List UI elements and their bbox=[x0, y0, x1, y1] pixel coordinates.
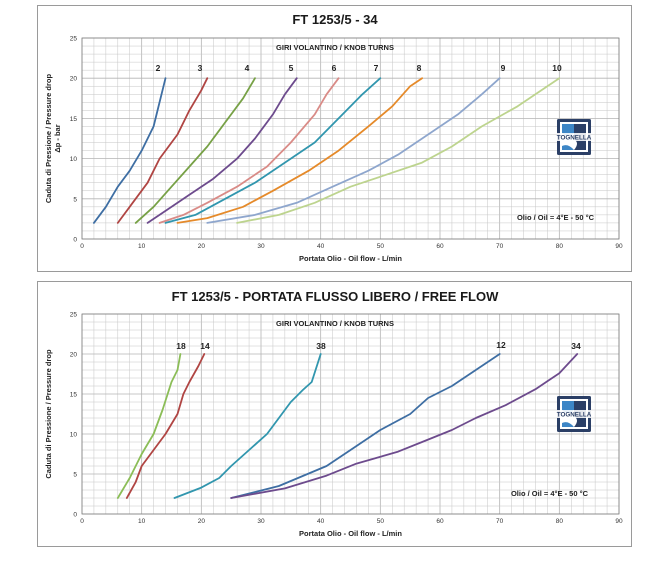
y-tick-label: 5 bbox=[73, 196, 77, 203]
x-tick-label: 40 bbox=[317, 243, 325, 250]
series-label-4: 4 bbox=[245, 63, 250, 73]
y-tick-label: 10 bbox=[70, 432, 78, 439]
y-tick-label: 10 bbox=[70, 156, 78, 163]
y-tick-label: 20 bbox=[70, 352, 78, 359]
series-line-4 bbox=[134, 77, 256, 224]
x-tick-label: 0 bbox=[80, 243, 84, 250]
series-label-6: 6 bbox=[332, 63, 337, 73]
y-axis-label: Δp - bar bbox=[53, 124, 62, 152]
y-tick-label: 15 bbox=[70, 116, 78, 123]
series-label-38: 38 bbox=[316, 341, 326, 351]
x-tick-label: 50 bbox=[377, 518, 385, 525]
oil-annotation: Olio / Oil = 4°E - 50 °C bbox=[517, 213, 595, 222]
knob-turns-subtitle: GIRI VOLANTINO / KNOB TURNS bbox=[276, 319, 394, 328]
x-tick-label: 10 bbox=[138, 243, 146, 250]
series-line-18 bbox=[116, 353, 182, 499]
logo-mark bbox=[562, 145, 574, 150]
logo-band bbox=[557, 133, 591, 141]
x-tick-label: 20 bbox=[198, 518, 206, 525]
chart-panel-top: 0 10 20 30 40 50 60 70 80 90 0 5 10 15 20 25 FT 1253/5 -… bbox=[37, 5, 632, 272]
x-tick-label: 30 bbox=[257, 518, 265, 525]
x-tick-label: 0 bbox=[80, 518, 84, 525]
series-label-5: 5 bbox=[289, 63, 294, 73]
x-tick-label: 80 bbox=[556, 243, 564, 250]
y-axis-label: Caduta di Pressione / Pressure drop bbox=[44, 349, 53, 479]
x-tick-label: 70 bbox=[496, 243, 504, 250]
oil-annotation: Olio / Oil = 4°E - 50 °C bbox=[511, 489, 589, 498]
chart-panel-bottom: 0 10 20 30 40 50 60 70 80 90 0 5 10 15 20 25 FT 1253/5 -… bbox=[37, 281, 632, 547]
y-axis-label: Caduta di Pressione / Pressure drop bbox=[44, 73, 53, 203]
x-tick-label: 50 bbox=[377, 243, 385, 250]
x-axis-label: Portata Olio - Oil flow - L/min bbox=[299, 529, 402, 538]
x-tick-label: 10 bbox=[138, 518, 146, 525]
y-tick-label: 25 bbox=[70, 36, 78, 43]
series-label-3: 3 bbox=[198, 63, 203, 73]
plot-frame bbox=[81, 313, 620, 515]
series-label-14: 14 bbox=[200, 341, 210, 351]
series-line-14 bbox=[125, 353, 206, 499]
logo-text: TOGNELLA bbox=[557, 135, 592, 142]
series-line-2 bbox=[93, 77, 167, 224]
series-label-2: 2 bbox=[156, 63, 161, 73]
chart-title: FT 1253/5 - PORTATA FLUSSO LIBERO / FREE… bbox=[172, 289, 499, 304]
x-tick-label: 90 bbox=[615, 518, 623, 525]
x-axis-label: Portata Olio - Oil flow - L/min bbox=[299, 254, 402, 263]
series-line-38 bbox=[173, 353, 322, 499]
chart-title: FT 1253/5 - 34 bbox=[292, 12, 378, 27]
free-flow-chart-bottom: 0 10 20 30 40 50 60 70 80 90 0 5 10 15 20 25 FT 1253/5 -… bbox=[44, 289, 623, 538]
series-label-9: 9 bbox=[501, 63, 506, 73]
tognella-logo: TOGNELLA bbox=[557, 119, 592, 155]
x-tick-label: 70 bbox=[496, 518, 504, 525]
series-line-8 bbox=[176, 77, 423, 224]
series-line-5 bbox=[146, 77, 298, 224]
knob-turns-subtitle: GIRI VOLANTINO / KNOB TURNS bbox=[276, 43, 394, 52]
x-tick-label: 60 bbox=[436, 518, 444, 525]
logo-band bbox=[557, 410, 591, 418]
series-label-10: 10 bbox=[552, 63, 562, 73]
series-line-34 bbox=[230, 353, 579, 499]
grid bbox=[81, 313, 620, 515]
y-tick-label: 5 bbox=[73, 472, 77, 479]
y-tick-label: 25 bbox=[70, 312, 78, 319]
x-tick-label: 40 bbox=[317, 518, 325, 525]
y-tick-label: 0 bbox=[73, 512, 77, 519]
plot-frame bbox=[81, 37, 620, 240]
series-label-7: 7 bbox=[374, 63, 379, 73]
x-tick-label: 30 bbox=[257, 243, 265, 250]
series-label-8: 8 bbox=[417, 63, 422, 73]
series-line-7 bbox=[164, 77, 382, 224]
series-line-12 bbox=[230, 353, 501, 499]
y-tick-label: 0 bbox=[73, 237, 77, 244]
series-label-34: 34 bbox=[571, 341, 581, 351]
x-tick-label: 20 bbox=[198, 243, 206, 250]
x-tick-label: 90 bbox=[615, 243, 623, 250]
x-tick-label: 80 bbox=[556, 518, 564, 525]
series-line-9 bbox=[206, 77, 501, 224]
x-tick-label: 60 bbox=[436, 243, 444, 250]
tognella-logo: TOGNELLA bbox=[557, 396, 592, 432]
logo-mark bbox=[562, 422, 574, 427]
grid bbox=[81, 37, 620, 240]
logo-text: TOGNELLA bbox=[557, 412, 592, 419]
y-tick-label: 20 bbox=[70, 76, 78, 83]
series-line-3 bbox=[116, 77, 209, 224]
series-label-18: 18 bbox=[176, 341, 186, 351]
series-line-10 bbox=[236, 77, 561, 224]
series-line-6 bbox=[158, 77, 340, 224]
series-label-12: 12 bbox=[496, 340, 506, 350]
y-tick-label: 15 bbox=[70, 392, 78, 399]
